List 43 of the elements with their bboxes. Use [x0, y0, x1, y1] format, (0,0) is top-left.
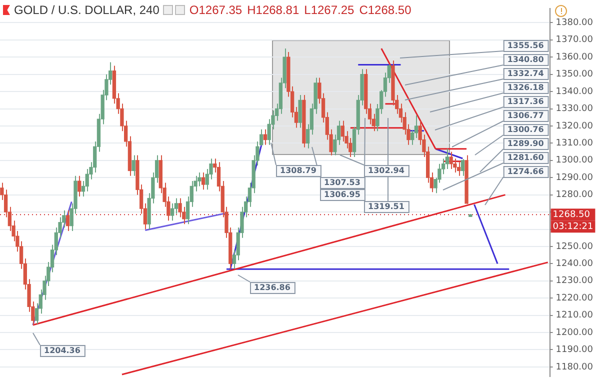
y-tick-label: 1330.00 [556, 104, 594, 114]
y-tick-label: 1300.00 [556, 156, 594, 166]
annotation: 1326.18 [507, 83, 544, 92]
annotation: 1302.94 [368, 166, 405, 176]
chart-title: GOLD / U.S. DOLLAR, 240 [14, 3, 160, 17]
y-tick-label: 1310.00 [556, 138, 594, 149]
y-tick-label: 1290.00 [556, 172, 594, 183]
annotation: 1319.51 [368, 202, 405, 212]
annotation: O1267.35 [189, 3, 242, 17]
y-tick-label: 1360.00 [556, 52, 594, 62]
y-tick-label: 1370.00 [556, 35, 594, 46]
annotation: 1307.53 [324, 178, 360, 188]
y-tick-label: 1240.00 [556, 259, 594, 270]
y-tick-label: 1250.00 [556, 242, 594, 252]
annotation: H1268.81 [247, 3, 300, 17]
annotation: 1236.86 [254, 283, 291, 292]
annotation: L1267.25 [304, 3, 354, 17]
annotation: C1268.50 [359, 3, 412, 17]
y-tick-label: 1210.00 [556, 310, 594, 321]
y-tick-label: 1350.00 [556, 70, 594, 80]
annotation: 1274.66 [507, 167, 544, 176]
annotation: 1317.36 [507, 97, 544, 106]
annotation: 1340.80 [507, 55, 544, 64]
y-tick-label: 1200.00 [556, 328, 594, 338]
annotation: 1306.77 [507, 111, 544, 120]
text: 03:12:21 [552, 222, 594, 232]
y-tick-label: 1340.00 [556, 86, 594, 97]
ref-line-label: 1268.50 [552, 210, 590, 220]
annotation: 1355.56 [507, 41, 544, 50]
annotation: 1300.76 [507, 125, 544, 134]
annotation: 1332.74 [507, 69, 544, 78]
annotation: 1289.90 [507, 139, 544, 148]
annotation: 1306.95 [324, 190, 361, 200]
annotation: 1308.79 [280, 166, 317, 176]
y-tick-label: 1230.00 [556, 276, 594, 286]
y-tick-label: 1280.00 [556, 190, 594, 200]
y-tick-label: 1320.00 [556, 121, 594, 132]
y-tick-label: 1190.00 [556, 345, 594, 356]
y-tick-label: 1180.00 [556, 362, 594, 372]
y-tick-label: 1220.00 [556, 293, 594, 304]
annotation: 1204.36 [44, 346, 81, 356]
y-tick-label: 1380.00 [556, 18, 594, 28]
annotation: 1281.60 [507, 153, 544, 162]
